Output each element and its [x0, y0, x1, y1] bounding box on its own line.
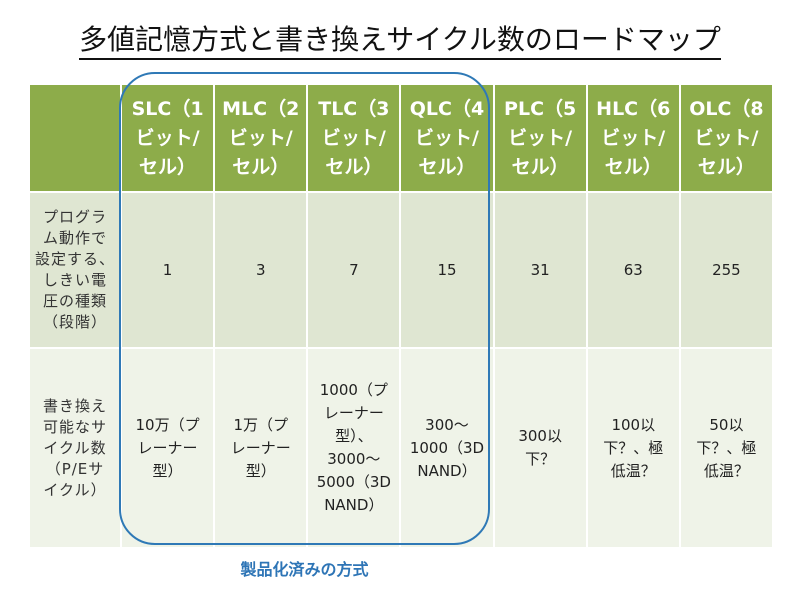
- column-header: PLC（5 ビット/ セル）: [492, 83, 588, 193]
- table-cell: 50以 下？、極 低温？: [678, 347, 775, 549]
- table-cell: 63: [585, 191, 681, 349]
- table-cell: 7: [306, 191, 402, 349]
- productized-caption: 製品化済みの方式: [240, 560, 369, 579]
- page-title-text: 多値記憶方式と書き換えサイクル数のロードマップ: [79, 23, 721, 60]
- table-cell: 1000（プ レーナー 型）、 3000～ 5000（3D NAND）: [306, 347, 402, 549]
- column-header: HLC（6 ビット/ セル）: [585, 83, 681, 193]
- row-label: プログラ ム動作で 設定する、 しきい電 圧の種類 （段階）: [28, 191, 122, 349]
- column-header: QLC（4 ビット/ セル）: [399, 83, 495, 193]
- page-title: 多値記憶方式と書き換えサイクル数のロードマップ: [0, 18, 800, 60]
- row-label: 書き換え 可能なサ イクル数 （P/Eサ イクル）: [28, 347, 122, 549]
- table-row: 書き換え 可能なサ イクル数 （P/Eサ イクル） 10万（プ レーナー 型） …: [28, 347, 775, 549]
- table-cell: 100以 下？、極 低温？: [585, 347, 681, 549]
- column-header: MLC（2 ビット/ セル）: [213, 83, 309, 193]
- table-cell: 31: [492, 191, 588, 349]
- table-header-row: SLC（1 ビット/ セル） MLC（2 ビット/ セル） TLC（3 ビット/…: [28, 83, 775, 193]
- column-header: TLC（3 ビット/ セル）: [306, 83, 402, 193]
- table-row: プログラ ム動作で 設定する、 しきい電 圧の種類 （段階） 1 3 7 15 …: [28, 191, 775, 349]
- header-corner: [28, 83, 122, 193]
- table-cell: 1万（プ レーナー 型）: [213, 347, 309, 549]
- table-cell: 300以 下？: [492, 347, 588, 549]
- column-header: OLC（8 ビット/ セル）: [678, 83, 775, 193]
- table-cell: 15: [399, 191, 495, 349]
- table-cell: 10万（プ レーナー 型）: [119, 347, 216, 549]
- table-cell: 300～ 1000（3D NAND）: [399, 347, 495, 549]
- table-cell: 255: [678, 191, 775, 349]
- roadmap-table: SLC（1 ビット/ セル） MLC（2 ビット/ セル） TLC（3 ビット/…: [28, 83, 775, 549]
- table-cell: 3: [213, 191, 309, 349]
- table-cell: 1: [119, 191, 216, 349]
- column-header: SLC（1 ビット/ セル）: [119, 83, 216, 193]
